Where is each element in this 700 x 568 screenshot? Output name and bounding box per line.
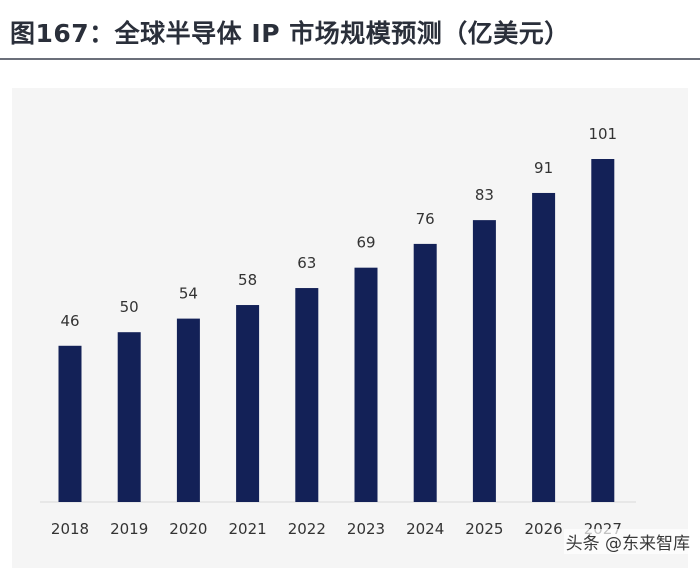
bar-2025 bbox=[472, 220, 496, 502]
data-label-2024: 76 bbox=[416, 210, 435, 228]
data-label-2021: 58 bbox=[238, 271, 257, 289]
data-label-2025: 83 bbox=[475, 186, 494, 204]
x-tick-label-2018: 2018 bbox=[51, 520, 89, 538]
x-tick-label-2019: 2019 bbox=[110, 520, 148, 538]
bar-2027 bbox=[591, 159, 615, 502]
x-tick-label-2024: 2024 bbox=[406, 520, 444, 538]
title-bar: 图167：全球半导体 IP 市场规模预测（亿美元） bbox=[0, 0, 700, 60]
data-label-2022: 63 bbox=[297, 254, 316, 272]
data-label-2023: 69 bbox=[356, 234, 375, 252]
chart-title: 图167：全球半导体 IP 市场规模预测（亿美元） bbox=[10, 19, 570, 48]
watermark: 头条 @东来智库 bbox=[563, 529, 692, 554]
bar-2021 bbox=[236, 305, 260, 502]
data-label-2019: 50 bbox=[120, 298, 139, 316]
bar-2023 bbox=[354, 267, 378, 502]
bar-2024 bbox=[413, 243, 437, 502]
data-label-2026: 91 bbox=[534, 159, 553, 177]
data-label-2020: 54 bbox=[179, 285, 198, 303]
bar-2022 bbox=[295, 288, 319, 502]
x-tick-label-2026: 2026 bbox=[525, 520, 563, 538]
x-tick-label-2022: 2022 bbox=[288, 520, 326, 538]
bar-2026 bbox=[532, 192, 556, 503]
data-label-2027: 101 bbox=[588, 125, 617, 143]
x-tick-label-2021: 2021 bbox=[229, 520, 267, 538]
bar-2018 bbox=[58, 345, 82, 502]
x-tick-label-2025: 2025 bbox=[465, 520, 503, 538]
bar-2020 bbox=[176, 318, 200, 502]
data-label-2018: 46 bbox=[60, 312, 79, 330]
bar-2019 bbox=[117, 332, 141, 502]
x-tick-label-2020: 2020 bbox=[169, 520, 207, 538]
x-tick-label-2023: 2023 bbox=[347, 520, 385, 538]
